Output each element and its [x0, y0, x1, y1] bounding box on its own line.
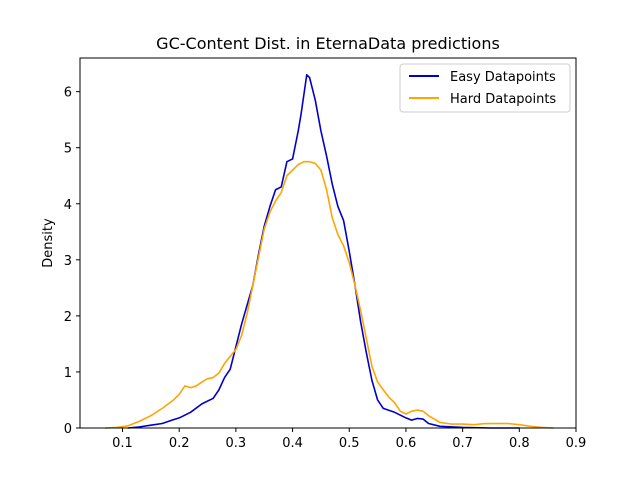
x-tick-label: 0.1	[112, 436, 133, 451]
legend-label-easy: Easy Datapoints	[450, 70, 556, 85]
legend-label-hard: Hard Datapoints	[450, 92, 556, 107]
plot-area	[104, 74, 555, 429]
x-tick-label: 0.2	[169, 436, 190, 451]
x-axis: 0.1 0.2 0.3 0.4 0.5 0.6 0.7 0.8 0.9	[112, 428, 586, 451]
y-tick-label: 0	[64, 422, 72, 437]
chart-title: GC-Content Dist. in EternaData predictio…	[156, 34, 500, 53]
x-tick-label: 0.3	[226, 436, 247, 451]
series-line-hard	[104, 160, 555, 429]
x-tick-label: 0.8	[509, 436, 530, 451]
y-tick-label: 2	[64, 310, 72, 325]
y-tick-label: 1	[64, 366, 72, 381]
y-tick-label: 5	[64, 142, 72, 157]
legend: Easy Datapoints Hard Datapoints	[399, 63, 571, 113]
x-tick-label: 0.9	[566, 436, 587, 451]
y-axis-label: Density	[41, 218, 56, 268]
x-tick-label: 0.4	[282, 436, 303, 451]
y-tick-label: 3	[64, 254, 72, 269]
x-tick-label: 0.6	[396, 436, 417, 451]
y-axis: 0 1 2 3 4 5 6	[64, 86, 80, 437]
y-tick-label: 6	[64, 86, 72, 101]
y-tick-label: 4	[64, 198, 72, 213]
series-line-easy	[127, 74, 521, 429]
x-tick-label: 0.5	[339, 436, 360, 451]
axes-frame	[79, 57, 577, 429]
legend-box	[399, 63, 571, 113]
x-tick-label: 0.7	[452, 436, 473, 451]
